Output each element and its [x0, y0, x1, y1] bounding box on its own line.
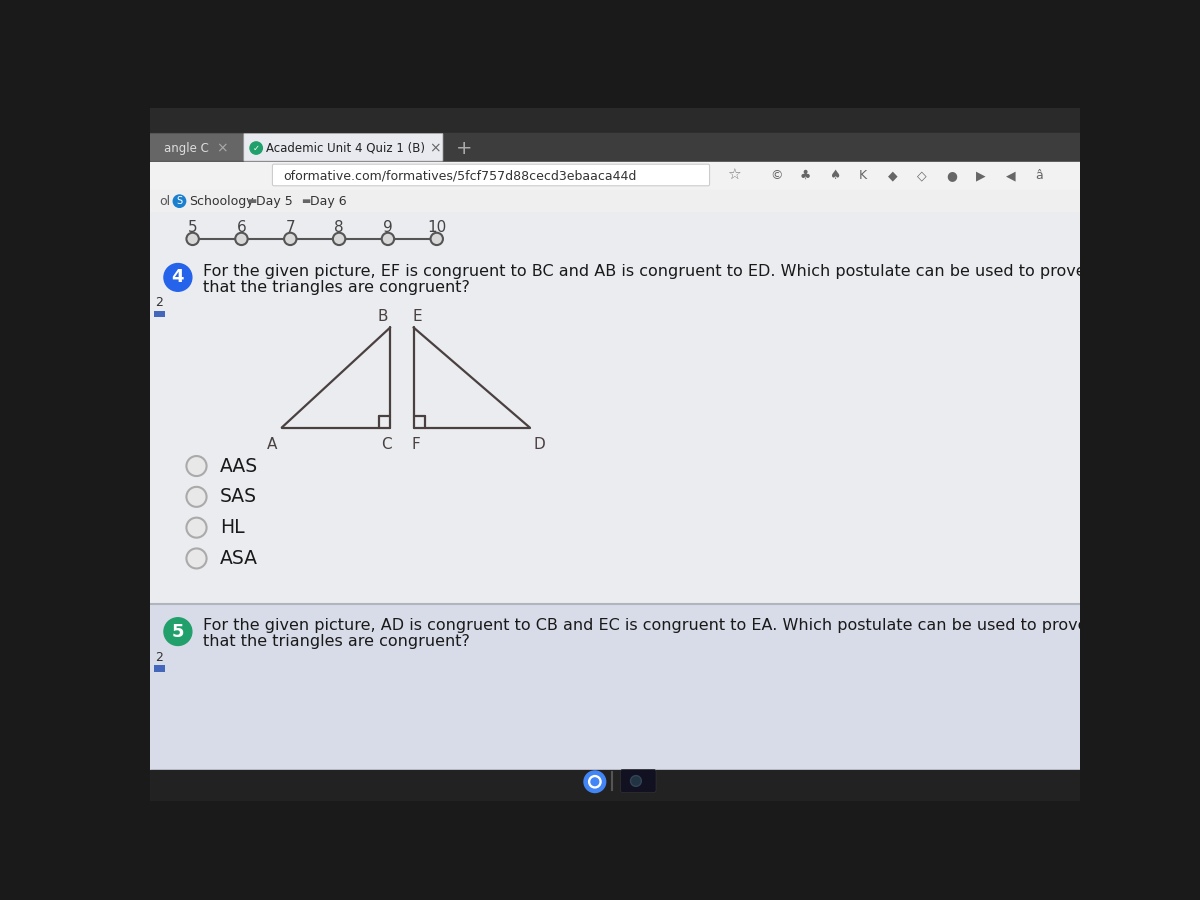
Text: 7: 7 [286, 220, 295, 235]
Text: ✓: ✓ [253, 143, 259, 152]
Text: Day 5: Day 5 [256, 194, 293, 208]
Text: ▬: ▬ [301, 196, 311, 206]
Text: 2: 2 [155, 651, 163, 663]
Bar [150, 190, 1080, 212]
Text: ♠: ♠ [829, 169, 840, 183]
Circle shape [186, 233, 199, 245]
Circle shape [164, 617, 192, 645]
FancyBboxPatch shape [149, 133, 244, 161]
Circle shape [186, 487, 206, 507]
Circle shape [630, 776, 641, 787]
Circle shape [186, 518, 206, 537]
Text: 8: 8 [335, 220, 344, 235]
Text: 9: 9 [383, 220, 392, 235]
Text: that the triangles are congruent?: that the triangles are congruent? [203, 634, 469, 649]
Text: ol: ol [160, 194, 170, 208]
Circle shape [332, 233, 346, 245]
Bar [150, 108, 1080, 132]
Text: S: S [176, 196, 182, 206]
Circle shape [164, 264, 192, 292]
Circle shape [250, 142, 263, 154]
Bar [150, 604, 1080, 770]
Text: ☆: ☆ [727, 168, 742, 184]
Bar [150, 132, 1080, 162]
Text: ×: × [430, 141, 440, 155]
Text: AAS: AAS [220, 456, 258, 475]
Text: C: C [382, 436, 391, 452]
Circle shape [284, 233, 296, 245]
Text: HL: HL [220, 518, 245, 537]
Bar [154, 665, 164, 671]
Text: ×: × [216, 141, 228, 155]
Text: 4: 4 [172, 268, 184, 286]
Text: For the given picture, AD is congruent to CB and EC is congruent to EA. Which po: For the given picture, AD is congruent t… [203, 618, 1087, 633]
Circle shape [590, 778, 599, 786]
Text: ◀: ◀ [1006, 169, 1015, 183]
Bar [154, 310, 164, 318]
Bar [150, 212, 1080, 604]
Text: 6: 6 [236, 220, 246, 235]
Circle shape [382, 233, 394, 245]
Text: Schoology: Schoology [188, 194, 253, 208]
Bar [150, 162, 1080, 190]
Text: that the triangles are congruent?: that the triangles are congruent? [203, 280, 469, 295]
Text: E: E [413, 309, 422, 324]
Text: 10: 10 [427, 220, 446, 235]
FancyBboxPatch shape [244, 133, 443, 161]
Circle shape [173, 195, 186, 207]
Circle shape [589, 776, 601, 788]
FancyBboxPatch shape [272, 164, 709, 185]
Text: angle C: angle C [164, 142, 209, 156]
Circle shape [186, 456, 206, 476]
Text: ▬: ▬ [247, 196, 256, 206]
FancyBboxPatch shape [620, 770, 656, 793]
Text: 5: 5 [172, 623, 184, 641]
Text: For the given picture, EF is congruent to BC and AB is congruent to ED. Which po: For the given picture, EF is congruent t… [203, 264, 1085, 279]
Text: ●: ● [947, 169, 958, 183]
Text: ♣: ♣ [799, 169, 811, 183]
Bar [150, 770, 1080, 801]
Text: Day 6: Day 6 [311, 194, 347, 208]
Text: B: B [377, 309, 388, 324]
Circle shape [431, 233, 443, 245]
Text: +: + [456, 139, 473, 158]
Text: ©: © [770, 169, 782, 183]
Circle shape [186, 548, 206, 569]
Text: D: D [533, 436, 545, 452]
Text: ASA: ASA [220, 549, 258, 568]
Text: â: â [1036, 169, 1043, 183]
Text: ▶: ▶ [976, 169, 985, 183]
Text: A: A [268, 436, 277, 452]
Text: 5: 5 [188, 220, 198, 235]
Circle shape [584, 771, 606, 793]
Text: ◆: ◆ [888, 169, 898, 183]
Text: 2: 2 [155, 296, 163, 310]
Circle shape [235, 233, 247, 245]
Text: F: F [412, 436, 420, 452]
Text: K: K [858, 169, 866, 183]
Text: oformative.com/formatives/5fcf757d88cecd3ebaaca44d: oformative.com/formatives/5fcf757d88cecd… [283, 169, 637, 183]
Text: ◇: ◇ [917, 169, 926, 183]
Text: Academic Unit 4 Quiz 1 (B): Academic Unit 4 Quiz 1 (B) [266, 141, 425, 155]
Text: SAS: SAS [220, 488, 257, 507]
